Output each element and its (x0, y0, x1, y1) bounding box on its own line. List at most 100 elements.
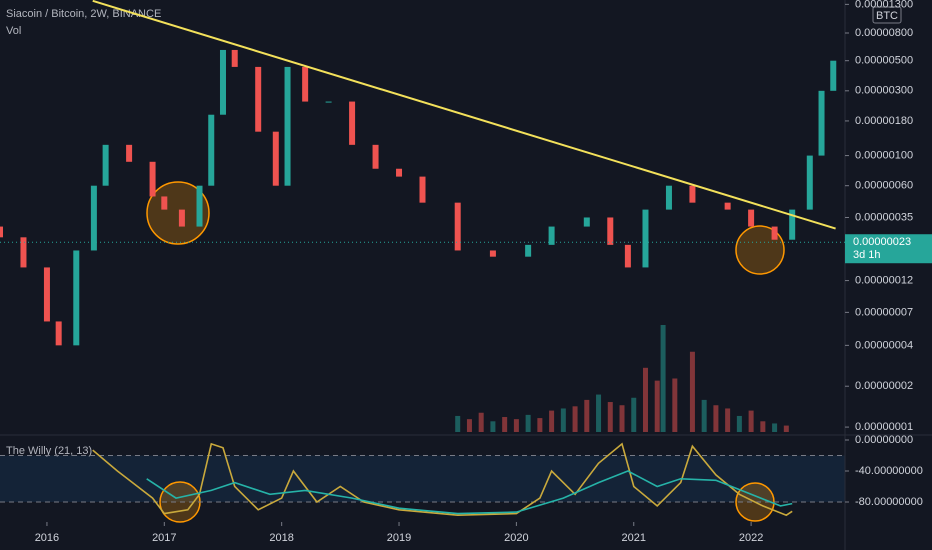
volume-bar (701, 399, 707, 432)
y-tick-label: 0.00000000 (855, 434, 913, 446)
candle (102, 144, 109, 186)
candle (789, 209, 796, 240)
volume-bar (631, 397, 637, 432)
candle (161, 196, 168, 210)
x-tick-label: 2017 (152, 532, 176, 544)
candle (724, 202, 731, 210)
last-price-label: 0.00000023 (853, 236, 911, 248)
volume-bar (660, 325, 666, 432)
candle (818, 90, 825, 156)
candle (126, 144, 133, 162)
y-tick-label: 0.00000007 (855, 306, 913, 318)
volume-bar (549, 410, 555, 432)
level-band (0, 455, 845, 502)
candle (208, 114, 215, 186)
y-tick-label: 0.00000002 (855, 380, 913, 392)
candle (607, 217, 614, 245)
candle (454, 202, 461, 251)
candle (396, 168, 403, 177)
x-tick-label: 2019 (387, 532, 411, 544)
candle (255, 66, 262, 132)
candle (196, 185, 203, 227)
candle (73, 250, 80, 346)
indicator-title: The Willy (21, 13) (6, 445, 92, 457)
candle (372, 144, 379, 169)
y-tick-label: 0.00000500 (855, 55, 913, 67)
candle (55, 321, 62, 346)
y-tick-label: 0.00000100 (855, 149, 913, 161)
y-tick-label: 0.00001300 (855, 0, 913, 10)
candle (548, 226, 555, 245)
volume-bar (725, 408, 731, 432)
candle (806, 155, 813, 210)
indicator-line (146, 470, 793, 515)
countdown: 3d 1h (853, 249, 881, 261)
candle (149, 161, 156, 197)
y-tick-label: 0.00000035 (855, 211, 913, 223)
candle (748, 209, 755, 227)
volume-bar (502, 417, 508, 432)
candle (583, 217, 590, 227)
volume-bar (466, 419, 472, 432)
volume-bar (748, 410, 754, 432)
volume-bar (572, 406, 578, 432)
candle (624, 244, 631, 268)
volume-bar (513, 419, 519, 432)
y-tick-label: 0.00000004 (855, 339, 913, 351)
candle (90, 185, 97, 251)
candle (419, 176, 426, 203)
volume-bar (490, 421, 496, 432)
candle (43, 267, 50, 322)
candle (0, 226, 3, 238)
candle (525, 244, 532, 257)
volume-bar (689, 351, 695, 432)
last-price-box (845, 234, 932, 264)
volume-bar (772, 423, 778, 432)
volume-bar (584, 399, 590, 432)
volume-bar (642, 367, 648, 432)
candle (489, 250, 496, 257)
y-tick-label: 0.00000012 (855, 274, 913, 286)
x-tick-label: 2016 (35, 532, 59, 544)
volume-bar (736, 415, 742, 432)
volume-bar (560, 408, 566, 432)
volume-bar (760, 421, 766, 432)
y-tick-label: -80.00000000 (855, 496, 923, 508)
volume-bar (654, 380, 660, 432)
volume-bar (619, 405, 625, 432)
y-tick-label: 0.00000800 (855, 27, 913, 39)
candle (830, 60, 837, 91)
volume-bar (713, 405, 719, 432)
candle (689, 185, 696, 203)
x-tick-label: 2020 (504, 532, 528, 544)
volume-bar (783, 425, 789, 432)
candle (178, 209, 185, 227)
y-tick-label: 0.00000001 (855, 421, 913, 433)
candle (20, 237, 27, 268)
candle (349, 101, 356, 145)
volume-label: Vol (6, 25, 21, 37)
y-tick-label: 0.00000180 (855, 115, 913, 127)
volume-bar (607, 402, 613, 432)
candle (284, 66, 291, 186)
y-tick-label: 0.00000060 (855, 180, 913, 192)
x-tick-label: 2022 (739, 532, 763, 544)
volume-bar (596, 394, 602, 432)
candle (325, 101, 332, 103)
x-tick-label: 2018 (269, 532, 293, 544)
indicator-line (92, 442, 793, 517)
x-tick-label: 2021 (622, 532, 646, 544)
candle (219, 49, 226, 115)
candle (642, 209, 649, 268)
candle (771, 226, 778, 240)
trendline (92, 0, 836, 230)
currency-box (872, 6, 902, 24)
candle (665, 185, 672, 210)
y-tick-label: -40.00000000 (855, 465, 923, 477)
volume-bar (537, 418, 543, 432)
volume-bar (525, 414, 531, 432)
candle (272, 131, 279, 186)
volume-bar (455, 415, 461, 432)
